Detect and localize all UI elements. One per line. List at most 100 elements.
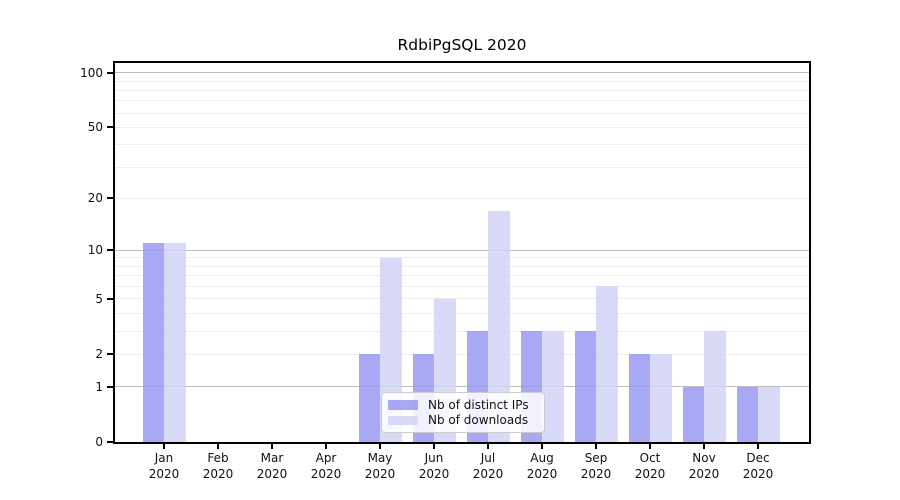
legend-label: Nb of distinct IPs <box>428 397 529 412</box>
x-tick-label-feb: Feb 2020 <box>188 451 248 482</box>
legend: Nb of distinct IPs Nb of downloads <box>381 392 545 433</box>
x-tick-label-jan: Jan 2020 <box>134 451 194 482</box>
year-label-aug: 2020 <box>526 466 558 481</box>
bar-nb-of-distinct-ips-may <box>358 354 380 442</box>
bar-nb-of-downloads-dec <box>758 386 780 442</box>
x-tick-label-may: May 2020 <box>350 451 410 482</box>
x-tick-apr <box>325 444 327 449</box>
major-gridline-100 <box>115 72 809 74</box>
month-label-oct: Oct <box>639 451 661 465</box>
year-label-feb: 2020 <box>202 466 234 481</box>
year-label-sep: 2020 <box>580 466 612 481</box>
month-label-jul: Jul <box>480 451 496 465</box>
y-tick-label-100: 100 <box>80 65 103 80</box>
y-tick-1 <box>107 385 113 388</box>
year-label-dec: 2020 <box>742 466 774 481</box>
year-label-oct: 2020 <box>634 466 666 481</box>
x-tick-may <box>379 444 381 449</box>
legend-entry-nb-of-downloads: Nb of downloads <box>388 413 536 429</box>
minor-gridline-60 <box>115 112 809 114</box>
minor-gridline-2 <box>115 353 809 355</box>
month-label-aug: Aug <box>530 451 554 465</box>
x-tick-label-aug: Aug 2020 <box>512 451 572 482</box>
x-tick-sep <box>595 444 597 449</box>
y-tick-50 <box>107 126 113 129</box>
y-tick-20 <box>107 197 113 200</box>
x-tick-aug <box>541 444 543 449</box>
y-tick-label-2: 2 <box>95 347 103 362</box>
x-tick-label-jun: Jun 2020 <box>404 451 464 482</box>
x-tick-feb <box>217 444 219 449</box>
month-label-apr: Apr <box>315 451 337 465</box>
chart-title: RdbiPgSQL 2020 <box>397 36 527 54</box>
x-tick-label-mar: Mar 2020 <box>242 451 302 482</box>
bar-nb-of-downloads-jan <box>164 243 186 442</box>
legend-entry-nb-of-distinct-ips: Nb of distinct IPs <box>388 397 536 413</box>
x-tick-mar <box>271 444 273 449</box>
y-tick-label-0: 0 <box>95 435 103 449</box>
month-label-mar: Mar <box>260 451 284 465</box>
minor-gridline-90 <box>115 80 809 82</box>
year-label-nov: 2020 <box>688 466 720 481</box>
minor-gridline-4 <box>115 312 809 314</box>
bar-nb-of-downloads-nov <box>704 331 726 442</box>
legend-swatch-icon <box>388 415 418 425</box>
month-label-jan: Jan <box>154 451 174 465</box>
year-label-jul: 2020 <box>472 466 504 481</box>
x-tick-jan <box>163 444 165 449</box>
y-tick-label-5: 5 <box>95 291 103 306</box>
minor-gridline-6 <box>115 285 809 287</box>
y-tick-label-1: 1 <box>95 379 103 394</box>
month-label-may: May <box>367 451 393 465</box>
y-tick-label-10: 10 <box>87 243 103 258</box>
y-tick-100 <box>107 71 113 74</box>
minor-gridline-8 <box>115 265 809 267</box>
bar-nb-of-downloads-aug <box>542 331 564 442</box>
x-tick-label-dec: Dec 2020 <box>728 451 788 482</box>
legend-label: Nb of downloads <box>428 413 529 428</box>
month-label-nov: Nov <box>692 451 716 465</box>
y-tick-5 <box>107 297 113 300</box>
x-tick-jun <box>433 444 435 449</box>
plot-area: Nb of distinct IPs Nb of downloads <box>113 61 811 444</box>
year-label-jan: 2020 <box>148 466 180 481</box>
x-tick-label-sep: Sep 2020 <box>566 451 626 482</box>
bar-nb-of-distinct-ips-sep <box>574 331 596 442</box>
minor-gridline-70 <box>115 100 809 102</box>
minor-gridline-80 <box>115 89 809 91</box>
minor-gridline-5 <box>115 298 809 300</box>
major-gridline-1 <box>115 386 809 388</box>
bar-nb-of-distinct-ips-oct <box>628 354 650 442</box>
month-label-dec: Dec <box>746 451 770 465</box>
minor-gridline-30 <box>115 166 809 168</box>
bar-nb-of-downloads-jul <box>488 210 510 442</box>
y-tick-label-50: 50 <box>87 120 103 135</box>
minor-gridline-40 <box>115 144 809 146</box>
x-tick-jul <box>487 444 489 449</box>
year-label-mar: 2020 <box>256 466 288 481</box>
y-tick-0 <box>107 441 113 443</box>
month-label-sep: Sep <box>584 451 608 465</box>
bar-nb-of-distinct-ips-nov <box>682 386 704 442</box>
bar-nb-of-downloads-oct <box>650 354 672 442</box>
year-label-apr: 2020 <box>310 466 342 481</box>
y-tick-10 <box>107 249 113 252</box>
legend-swatch-icon <box>388 400 418 410</box>
x-tick-nov <box>703 444 705 449</box>
month-label-feb: Feb <box>207 451 229 465</box>
bar-nb-of-distinct-ips-jan <box>142 243 164 442</box>
minor-gridline-20 <box>115 197 809 199</box>
y-tick-label-20: 20 <box>87 191 103 206</box>
x-tick-label-nov: Nov 2020 <box>674 451 734 482</box>
minor-gridline-50 <box>115 126 809 128</box>
x-tick-oct <box>649 444 651 449</box>
major-gridline-10 <box>115 249 809 251</box>
bar-nb-of-distinct-ips-dec <box>736 386 758 442</box>
x-tick-label-oct: Oct 2020 <box>620 451 680 482</box>
bar-nb-of-downloads-sep <box>596 286 618 442</box>
year-label-jun: 2020 <box>418 466 450 481</box>
year-label-may: 2020 <box>364 466 396 481</box>
month-label-jun: Jun <box>424 451 444 465</box>
x-tick-dec <box>757 444 759 449</box>
